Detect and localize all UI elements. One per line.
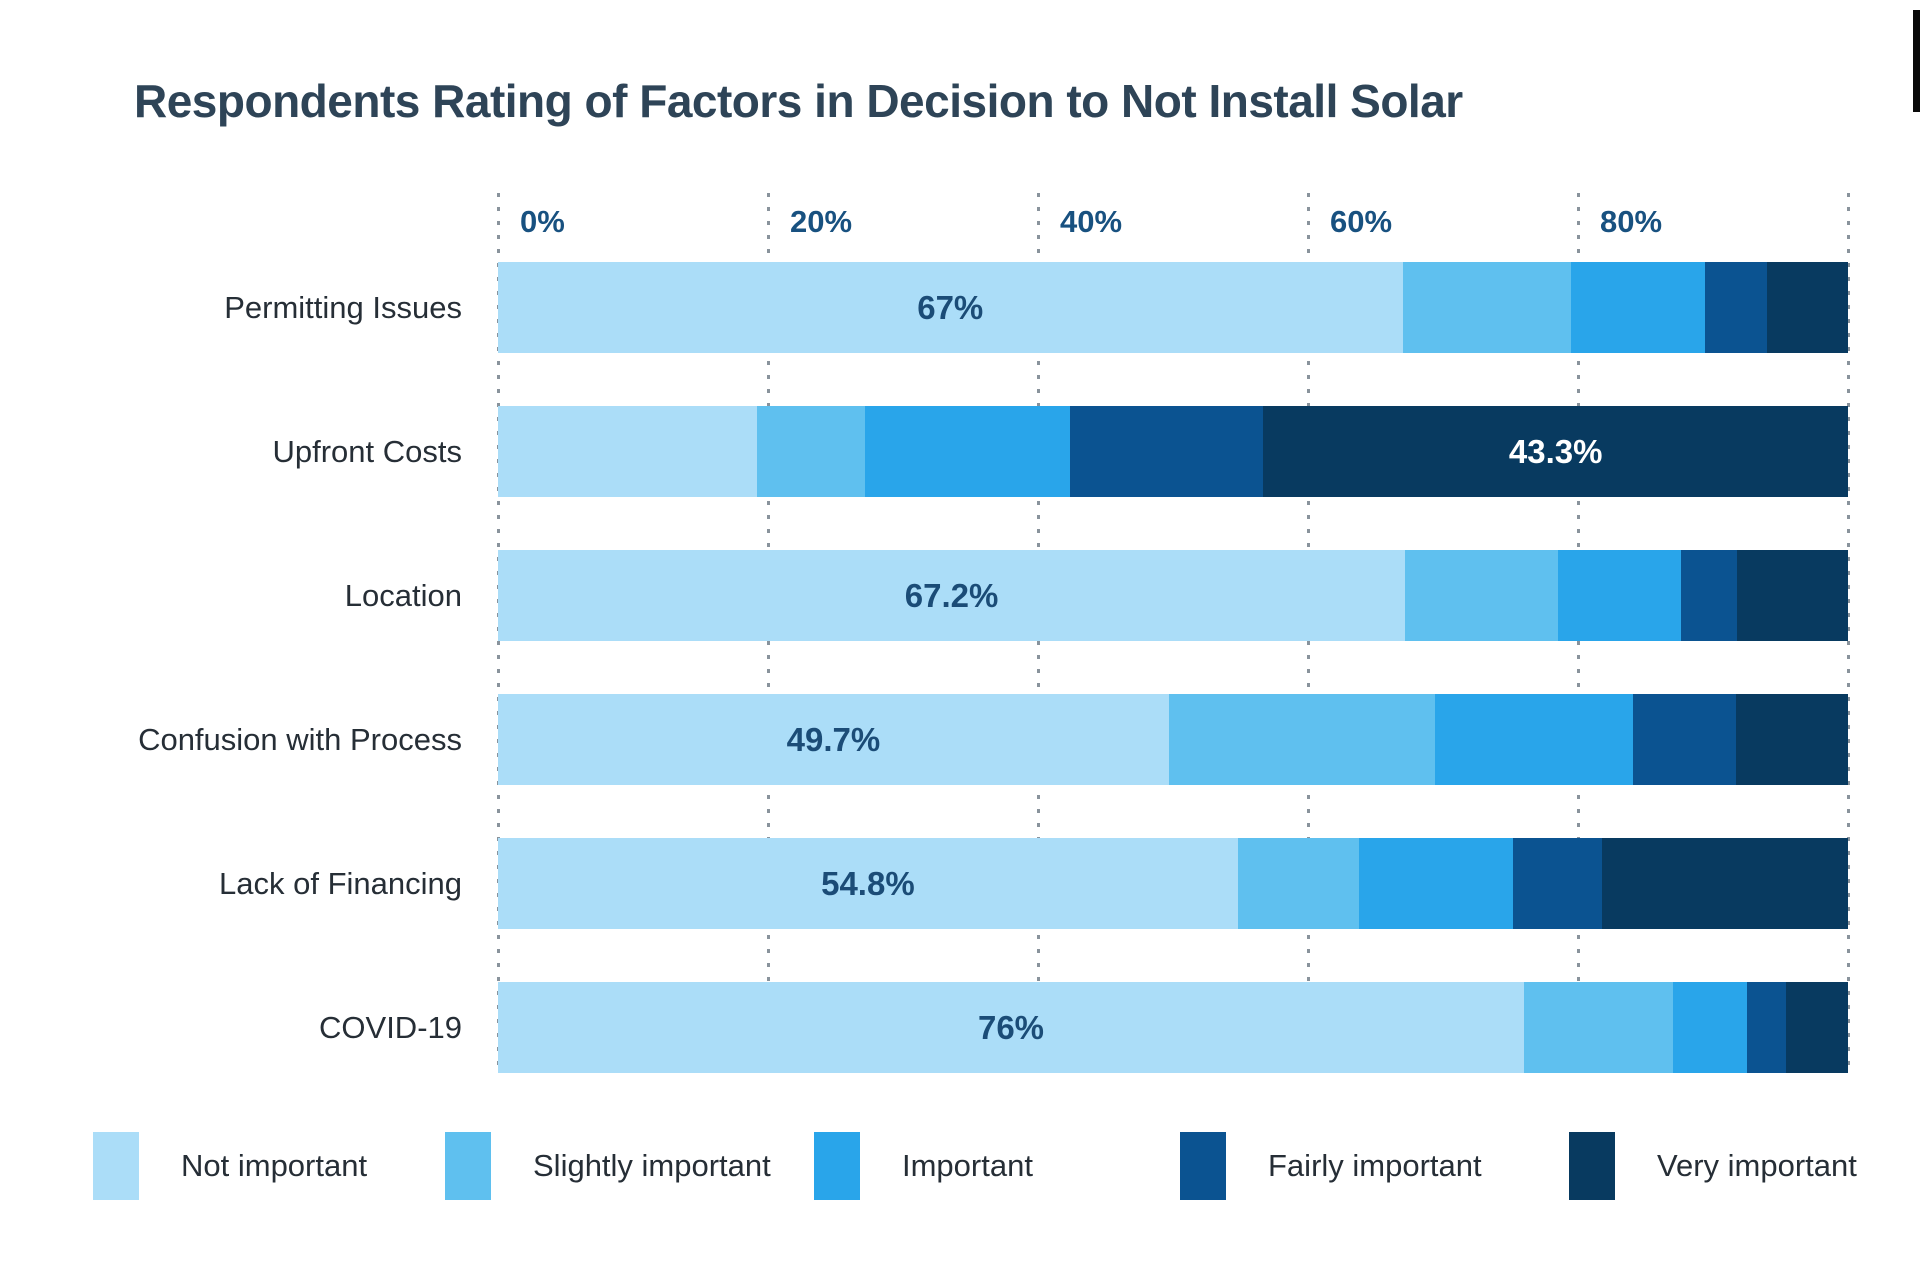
bar-value-label: 54.8% [821,865,915,902]
bar-row-permitting-issues [498,262,1848,353]
legend-label-slightly-important: Slightly important [533,1148,771,1183]
scrollbar-fragment [1913,10,1920,112]
bar-segment-not-important [498,982,1524,1073]
category-label-lack-of-financing: Lack of Financing [219,866,462,901]
bar-segment-very-important [1263,406,1848,497]
x-axis-tick-label: 60% [1330,204,1393,239]
bar-segment-fairly-important [1513,838,1603,929]
bar-segment-fairly-important [1070,406,1264,497]
bar-segment-important [865,406,1071,497]
x-axis-tick-label: 80% [1600,204,1663,239]
x-axis-tick-label: 20% [790,204,853,239]
bar-segment-important [1571,262,1705,353]
bar-segment-important [1359,838,1514,929]
bar-segment-not-important [498,694,1169,785]
category-label-upfront-costs: Upfront Costs [272,434,462,469]
bar-segment-very-important [1785,982,1848,1073]
category-label-permitting-issues: Permitting Issues [224,290,462,325]
bar-row-confusion-with-process [498,694,1848,785]
bar-segment-slightly-important [1405,550,1558,641]
bar-segment-very-important [1766,262,1848,353]
category-label-confusion-with-process: Confusion with Process [138,722,462,757]
bar-row-covid-19 [498,982,1848,1073]
bar-value-label: 76% [977,1009,1045,1046]
bar-row-location [498,550,1848,641]
x-gridline [1847,193,1850,1073]
bar-segment-important [1557,550,1681,641]
x-axis-tick-label: 40% [1060,204,1123,239]
x-axis-tick-label: 0% [520,204,565,239]
bar-segment-not-important [498,262,1403,353]
legend-swatch-very-important [1569,1132,1615,1200]
legend-swatch-not-important [93,1132,139,1200]
legend-label-important: Important [902,1148,1033,1183]
legend-label-very-important: Very important [1657,1148,1857,1183]
bar-segment-important [1672,982,1747,1073]
bar-segment-fairly-important [1680,550,1738,641]
bar-segment-slightly-important [1237,838,1360,929]
bar-value-label: 67% [917,289,984,326]
bar-row-lack-of-financing [498,838,1848,929]
bar-segment-slightly-important [1402,262,1572,353]
bar-segment-very-important [1735,694,1848,785]
bar-segment-not-important [498,550,1406,641]
bar-segment-slightly-important [757,406,866,497]
bar-value-label: 43.3% [1508,433,1603,470]
bar-segment-very-important [1737,550,1848,641]
bar-segment-not-important [498,838,1238,929]
legend-label-fairly-important: Fairly important [1268,1148,1482,1183]
legend-label-not-important: Not important [181,1148,368,1183]
legend-swatch-fairly-important [1180,1132,1226,1200]
bar-segment-fairly-important [1633,694,1736,785]
category-label-location: Location [344,578,462,613]
bar-segment-very-important [1602,838,1848,929]
category-label-covid-19: COVID-19 [319,1010,462,1045]
legend-swatch-important [814,1132,860,1200]
bar-segment-important [1434,694,1634,785]
bar-segment-not-important [498,406,758,497]
bar-value-label: 49.7% [786,721,881,758]
bar-segment-fairly-important [1704,262,1767,353]
bar-segment-slightly-important [1524,982,1673,1073]
bar-segment-slightly-important [1168,694,1435,785]
legend-swatch-slightly-important [445,1132,491,1200]
chart-title: Respondents Rating of Factors in Decisio… [134,75,1463,127]
bar-row-upfront-costs [498,406,1848,497]
bar-value-label: 67.2% [904,577,999,614]
bar-segment-fairly-important [1746,982,1786,1073]
